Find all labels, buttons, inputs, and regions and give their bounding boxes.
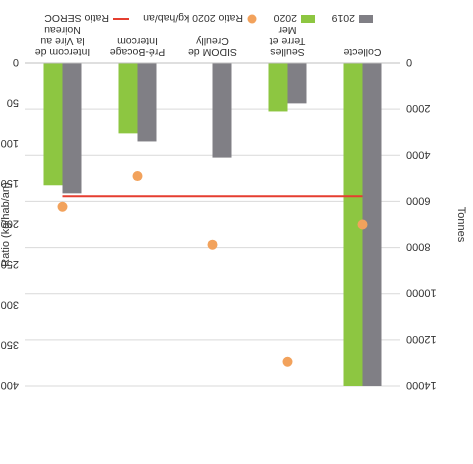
- ratio-point-2: [207, 239, 218, 250]
- bar-2019-1: [287, 63, 307, 104]
- legend: 2019 2020 Ratio 2020 kg/hab/an Ratio SEROC: [44, 12, 373, 24]
- bar-2019-3: [137, 63, 157, 142]
- bars: [43, 63, 382, 386]
- ratio-points: [57, 171, 368, 367]
- ratio-point-4: [57, 201, 68, 212]
- y-tick-label: 12000: [406, 333, 437, 345]
- category-label: Pré-BocageIntercom: [110, 35, 166, 58]
- y2-tick-label: 400: [1, 379, 19, 391]
- bar-2019-4: [62, 63, 82, 194]
- y2-tick-label: 100: [1, 137, 19, 149]
- axes: 0 2000 4000 6000 8000 10000 12000 14000 0 50 100 15…: [0, 56, 467, 391]
- y2-axis-title: Ratio (kg/hab/an): [0, 182, 12, 266]
- category-label: SIDOM deCreully: [188, 35, 237, 58]
- y2-tick-label: 0: [13, 56, 19, 68]
- bar-2019-2: [212, 63, 232, 158]
- y2-tick-label: 350: [1, 339, 19, 351]
- ratio-point-3: [132, 171, 143, 182]
- legend-label: 2020: [273, 12, 297, 24]
- y-tick-label: 8000: [406, 241, 430, 253]
- y2-tick-label: 250: [1, 258, 19, 270]
- bar-2020-3: [118, 63, 138, 134]
- ratio-point-1: [282, 356, 293, 367]
- bar-2020-0: [343, 63, 363, 386]
- bar-2020-1: [268, 63, 288, 112]
- y-tick-label: 10000: [406, 287, 437, 299]
- category-label: SeullesTerre etMer: [270, 24, 306, 58]
- y-tick-label: 6000: [406, 194, 430, 206]
- legend-swatch-2019: [359, 15, 373, 23]
- y-tick-label: 2000: [406, 102, 430, 114]
- y-tick-label: 0: [406, 56, 412, 68]
- ratio-point-0: [357, 219, 368, 230]
- legend-label: 2019: [331, 12, 355, 24]
- legend-marker-ratio: [247, 14, 257, 24]
- y-tick-label: 14000: [406, 379, 437, 391]
- y-tick-label: 4000: [406, 148, 430, 160]
- category-labels: Collecte SeullesTerre etMer SIDOM deCreull…: [35, 24, 382, 58]
- bar-2019-0: [362, 63, 382, 386]
- y2-tick-label: 300: [1, 298, 19, 310]
- y-axis-title: Tonnes: [455, 207, 467, 243]
- y2-tick-label: 200: [1, 218, 19, 230]
- legend-label: Ratio SEROC: [44, 12, 109, 24]
- bar-2020-4: [43, 63, 63, 186]
- category-label: Intercom dela Vire auNoireau: [35, 24, 91, 58]
- y2-tick-label: 50: [7, 96, 19, 108]
- legend-label: Ratio 2020 kg/hab/an: [143, 12, 243, 24]
- y2-tick-label: 150: [1, 177, 19, 189]
- category-label: Collecte: [343, 46, 381, 58]
- legend-swatch-2020: [301, 15, 315, 23]
